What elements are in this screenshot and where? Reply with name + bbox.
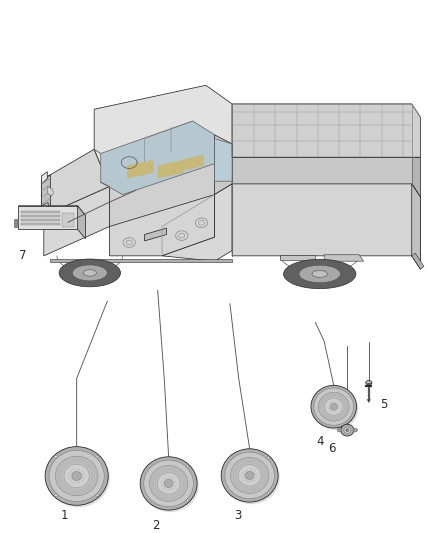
Ellipse shape [144, 460, 194, 507]
Polygon shape [127, 160, 153, 179]
Ellipse shape [325, 398, 343, 415]
Polygon shape [62, 213, 74, 227]
Ellipse shape [245, 471, 254, 480]
Ellipse shape [267, 457, 269, 459]
Ellipse shape [225, 452, 275, 499]
Polygon shape [412, 157, 420, 197]
Ellipse shape [223, 451, 280, 504]
Polygon shape [21, 219, 60, 221]
Polygon shape [324, 255, 364, 261]
Polygon shape [101, 121, 215, 195]
Ellipse shape [45, 447, 108, 505]
Ellipse shape [284, 259, 356, 289]
Polygon shape [21, 215, 60, 217]
Ellipse shape [353, 429, 357, 432]
Ellipse shape [164, 480, 173, 487]
Polygon shape [42, 203, 48, 213]
Ellipse shape [140, 457, 197, 510]
Ellipse shape [55, 456, 98, 496]
Text: 7: 7 [19, 249, 27, 262]
Ellipse shape [366, 381, 372, 385]
Ellipse shape [344, 427, 351, 433]
Ellipse shape [142, 459, 199, 512]
Ellipse shape [149, 465, 151, 467]
Ellipse shape [221, 449, 278, 502]
Text: 2: 2 [152, 519, 159, 531]
Ellipse shape [49, 450, 104, 502]
Polygon shape [102, 122, 214, 193]
Polygon shape [110, 144, 232, 237]
Polygon shape [44, 149, 110, 216]
Ellipse shape [96, 494, 99, 496]
Polygon shape [47, 187, 53, 196]
Ellipse shape [313, 387, 358, 430]
Ellipse shape [267, 492, 269, 494]
Text: 4: 4 [316, 435, 324, 448]
Polygon shape [412, 253, 424, 269]
Polygon shape [412, 184, 420, 269]
Polygon shape [42, 214, 50, 225]
Polygon shape [42, 175, 50, 219]
Text: 5: 5 [380, 398, 388, 410]
Polygon shape [158, 160, 184, 179]
Ellipse shape [72, 472, 81, 480]
Ellipse shape [318, 392, 349, 421]
Ellipse shape [55, 494, 57, 496]
Ellipse shape [72, 265, 107, 281]
Ellipse shape [330, 403, 337, 410]
Polygon shape [18, 206, 85, 215]
Ellipse shape [318, 420, 320, 422]
Polygon shape [145, 228, 166, 241]
Polygon shape [184, 155, 204, 171]
Polygon shape [21, 223, 60, 225]
Polygon shape [50, 259, 232, 262]
Polygon shape [44, 187, 110, 256]
Ellipse shape [186, 465, 188, 467]
Text: 3: 3 [234, 510, 241, 522]
Ellipse shape [348, 392, 350, 393]
Ellipse shape [55, 456, 57, 458]
Ellipse shape [83, 270, 96, 276]
Ellipse shape [341, 424, 354, 436]
Polygon shape [110, 195, 215, 256]
Polygon shape [14, 219, 18, 227]
Polygon shape [94, 85, 232, 187]
Ellipse shape [337, 429, 342, 432]
Ellipse shape [59, 259, 120, 287]
Polygon shape [280, 255, 315, 260]
Polygon shape [162, 184, 232, 261]
Text: 6: 6 [328, 442, 336, 455]
Ellipse shape [149, 500, 151, 502]
Polygon shape [232, 157, 412, 184]
Polygon shape [232, 104, 420, 157]
Ellipse shape [230, 457, 232, 459]
Ellipse shape [64, 464, 89, 488]
Ellipse shape [299, 265, 341, 282]
Polygon shape [78, 206, 85, 239]
Ellipse shape [157, 473, 180, 494]
Ellipse shape [312, 271, 328, 277]
Ellipse shape [318, 392, 320, 393]
Text: 1: 1 [61, 510, 69, 522]
Polygon shape [215, 135, 232, 195]
Polygon shape [18, 206, 78, 229]
Ellipse shape [346, 429, 349, 432]
Polygon shape [42, 179, 44, 219]
Polygon shape [42, 172, 47, 184]
Ellipse shape [230, 492, 232, 494]
Polygon shape [21, 211, 60, 213]
Ellipse shape [47, 449, 110, 507]
Polygon shape [232, 184, 420, 269]
Ellipse shape [230, 457, 269, 494]
Ellipse shape [149, 465, 188, 502]
Ellipse shape [238, 465, 261, 486]
Ellipse shape [348, 420, 350, 422]
Ellipse shape [311, 385, 357, 428]
Polygon shape [215, 139, 232, 181]
Ellipse shape [186, 500, 188, 502]
Ellipse shape [96, 456, 99, 458]
Ellipse shape [314, 388, 354, 425]
